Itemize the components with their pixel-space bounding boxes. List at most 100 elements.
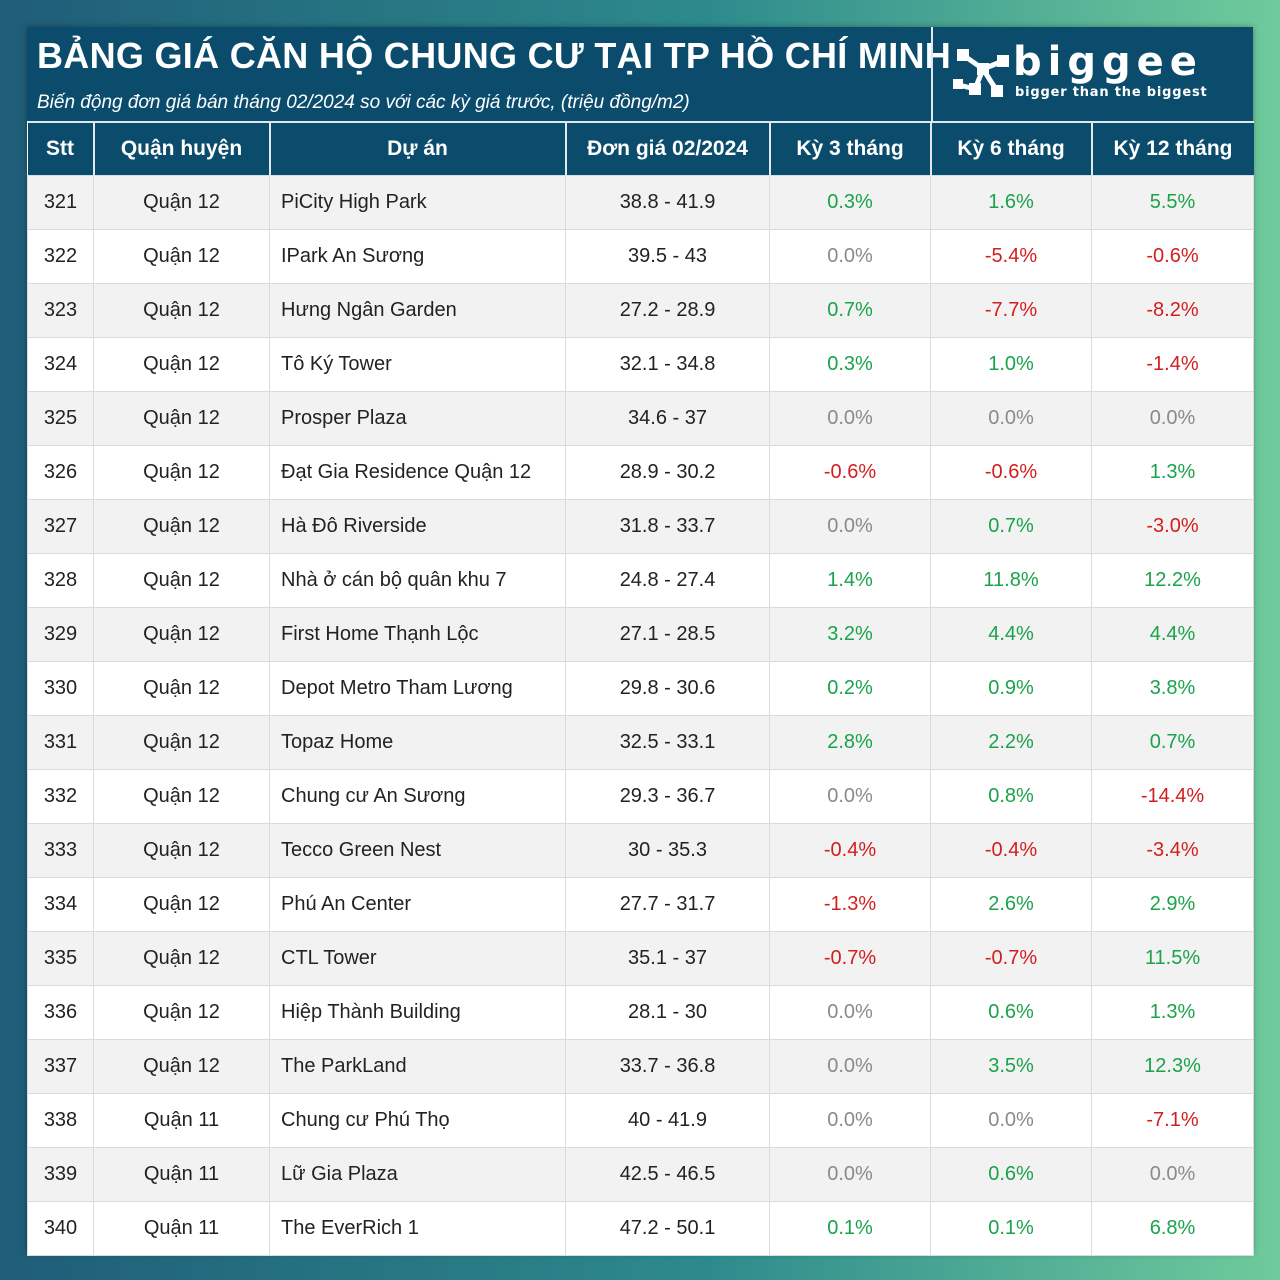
row-change-12m: -3.4% — [1091, 823, 1254, 878]
col-header-stt: Stt — [27, 121, 94, 176]
table-row: 331 Quận 12 Topaz Home 32.5 - 33.1 2.8% 2.2% 0… — [27, 715, 1254, 770]
row-district: Quận 12 — [93, 229, 270, 284]
table-row: 321 Quận 12 PiCity High Park 38.8 - 41.9 0.3… — [27, 175, 1254, 230]
row-change-6m: 4.4% — [930, 607, 1092, 662]
row-change-3m: -0.4% — [769, 823, 931, 878]
col-header-3-month: Kỳ 3 tháng — [768, 121, 931, 176]
row-unit-price: 32.5 - 33.1 — [565, 715, 770, 770]
row-project: Tecco Green Nest — [269, 823, 566, 878]
row-stt: 331 — [27, 715, 94, 770]
row-district: Quận 12 — [93, 175, 270, 230]
table-header-banner: BẢNG GIÁ CĂN HỘ CHUNG CƯ TẠI TP HỒ CHÍ M… — [27, 27, 1253, 121]
row-change-6m: 2.6% — [930, 877, 1092, 932]
row-stt: 327 — [27, 499, 94, 554]
row-unit-price: 34.6 - 37 — [565, 391, 770, 446]
row-change-3m: -1.3% — [769, 877, 931, 932]
row-project: Lữ Gia Plaza — [269, 1147, 566, 1202]
row-unit-price: 24.8 - 27.4 — [565, 553, 770, 608]
row-project: Tô Ký Tower — [269, 337, 566, 392]
row-district: Quận 12 — [93, 445, 270, 500]
logo-tagline: bigger than the biggest — [1015, 85, 1208, 100]
page-subtitle: Biến động đơn giá bán tháng 02/2024 so v… — [37, 92, 690, 113]
row-unit-price: 38.8 - 41.9 — [565, 175, 770, 230]
page-title: BẢNG GIÁ CĂN HỘ CHUNG CƯ TẠI TP HỒ CHÍ M… — [37, 35, 952, 76]
row-project: IPark An Sương — [269, 229, 566, 284]
row-unit-price: 42.5 - 46.5 — [565, 1147, 770, 1202]
row-project: Hưng Ngân Garden — [269, 283, 566, 338]
row-project: PiCity High Park — [269, 175, 566, 230]
row-stt: 336 — [27, 985, 94, 1040]
table-row: 325 Quận 12 Prosper Plaza 34.6 - 37 0.0% 0.0%… — [27, 391, 1254, 446]
row-district: Quận 12 — [93, 823, 270, 878]
table-row: 334 Quận 12 Phú An Center 27.7 - 31.7 -1.3% 2… — [27, 877, 1254, 932]
row-change-12m: 0.7% — [1091, 715, 1254, 770]
price-table-sheet: BẢNG GIÁ CĂN HỘ CHUNG CƯ TẠI TP HỒ CHÍ M… — [27, 27, 1254, 1256]
row-unit-price: 32.1 - 34.8 — [565, 337, 770, 392]
row-stt: 335 — [27, 931, 94, 986]
row-change-6m: 2.2% — [930, 715, 1092, 770]
row-change-3m: 0.1% — [769, 1201, 931, 1256]
row-district: Quận 12 — [93, 1039, 270, 1094]
row-project: Hà Đô Riverside — [269, 499, 566, 554]
row-district: Quận 12 — [93, 553, 270, 608]
row-stt: 333 — [27, 823, 94, 878]
row-change-6m: 1.6% — [930, 175, 1092, 230]
row-stt: 329 — [27, 607, 94, 662]
row-stt: 328 — [27, 553, 94, 608]
row-change-6m: 0.6% — [930, 1147, 1092, 1202]
row-stt: 321 — [27, 175, 94, 230]
table-row: 332 Quận 12 Chung cư An Sương 29.3 - 36.7 0.… — [27, 769, 1254, 824]
row-change-12m: 1.3% — [1091, 445, 1254, 500]
table-row: 333 Quận 12 Tecco Green Nest 30 - 35.3 -0.4%… — [27, 823, 1254, 878]
col-header-6-month: Kỳ 6 tháng — [929, 121, 1092, 176]
table-row: 329 Quận 12 First Home Thạnh Lộc 27.1 - 28.… — [27, 607, 1254, 662]
table-row: 330 Quận 12 Depot Metro Tham Lương 29.8 - 3… — [27, 661, 1254, 716]
row-project: First Home Thạnh Lộc — [269, 607, 566, 662]
row-change-6m: 3.5% — [930, 1039, 1092, 1094]
col-header-district: Quận huyện — [92, 121, 270, 176]
row-change-6m: 0.7% — [930, 499, 1092, 554]
row-district: Quận 12 — [93, 877, 270, 932]
table-row: 339 Quận 11 Lữ Gia Plaza 42.5 - 46.5 0.0% 0.6… — [27, 1147, 1254, 1202]
row-change-6m: 0.0% — [930, 1093, 1092, 1148]
row-change-3m: 0.0% — [769, 985, 931, 1040]
row-change-12m: -1.4% — [1091, 337, 1254, 392]
row-district: Quận 12 — [93, 391, 270, 446]
table-body: 321 Quận 12 PiCity High Park 38.8 - 41.9 0.3… — [27, 175, 1254, 1256]
row-change-6m: 0.1% — [930, 1201, 1092, 1256]
row-project: Chung cư Phú Thọ — [269, 1093, 566, 1148]
row-change-6m: 1.0% — [930, 337, 1092, 392]
row-unit-price: 28.1 - 30 — [565, 985, 770, 1040]
row-change-12m: 12.3% — [1091, 1039, 1254, 1094]
table-row: 322 Quận 12 IPark An Sương 39.5 - 43 0.0% -5.… — [27, 229, 1254, 284]
col-header-project: Dự án — [268, 121, 566, 176]
row-stt: 322 — [27, 229, 94, 284]
row-change-6m: 0.8% — [930, 769, 1092, 824]
table-row: 327 Quận 12 Hà Đô Riverside 31.8 - 33.7 0.0%… — [27, 499, 1254, 554]
row-change-3m: 0.0% — [769, 1093, 931, 1148]
row-unit-price: 40 - 41.9 — [565, 1093, 770, 1148]
brand-logo: biggee bigger than the biggest — [931, 27, 1255, 121]
row-project: Nhà ở cán bộ quân khu 7 — [269, 553, 566, 608]
table-row: 328 Quận 12 Nhà ở cán bộ quân khu 7 24.8 - … — [27, 553, 1254, 608]
row-change-6m: -0.7% — [930, 931, 1092, 986]
row-stt: 324 — [27, 337, 94, 392]
row-change-12m: 0.0% — [1091, 1147, 1254, 1202]
row-district: Quận 11 — [93, 1201, 270, 1256]
row-district: Quận 11 — [93, 1147, 270, 1202]
row-change-12m: -0.6% — [1091, 229, 1254, 284]
row-stt: 332 — [27, 769, 94, 824]
row-project: The EverRich 1 — [269, 1201, 566, 1256]
row-stt: 330 — [27, 661, 94, 716]
row-change-6m: 0.9% — [930, 661, 1092, 716]
row-change-3m: 2.8% — [769, 715, 931, 770]
row-change-12m: -14.4% — [1091, 769, 1254, 824]
row-project: Đạt Gia Residence Quận 12 — [269, 445, 566, 500]
row-district: Quận 12 — [93, 499, 270, 554]
row-change-6m: -7.7% — [930, 283, 1092, 338]
row-unit-price: 35.1 - 37 — [565, 931, 770, 986]
row-unit-price: 27.7 - 31.7 — [565, 877, 770, 932]
row-change-12m: 11.5% — [1091, 931, 1254, 986]
row-unit-price: 47.2 - 50.1 — [565, 1201, 770, 1256]
row-district: Quận 11 — [93, 1093, 270, 1148]
